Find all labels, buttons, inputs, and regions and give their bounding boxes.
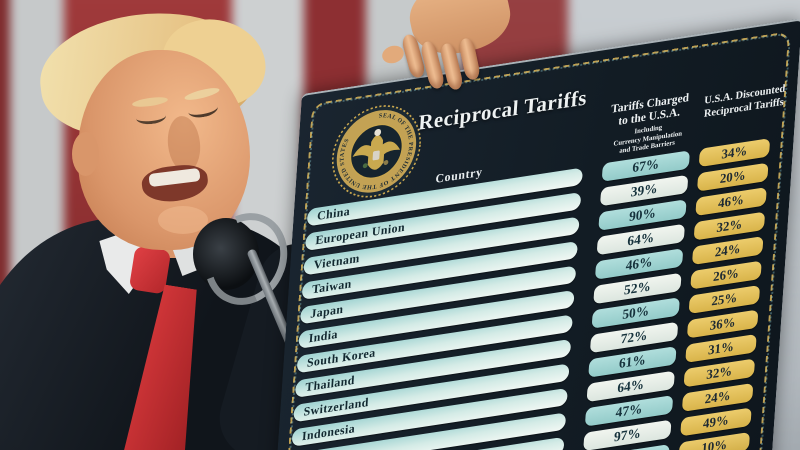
ear <box>72 132 99 176</box>
face <box>78 50 250 250</box>
thumb <box>379 43 407 66</box>
head <box>33 1 275 254</box>
seal-eagle <box>352 128 401 170</box>
tariff-board: SEAL OF THE PRESIDENT OF THE UNITED STAT… <box>262 18 800 450</box>
presidential-seal-icon: SEAL OF THE PRESIDENT OF THE UNITED STAT… <box>331 105 421 198</box>
flag-stripe <box>0 0 10 450</box>
chin-highlight <box>158 206 208 234</box>
